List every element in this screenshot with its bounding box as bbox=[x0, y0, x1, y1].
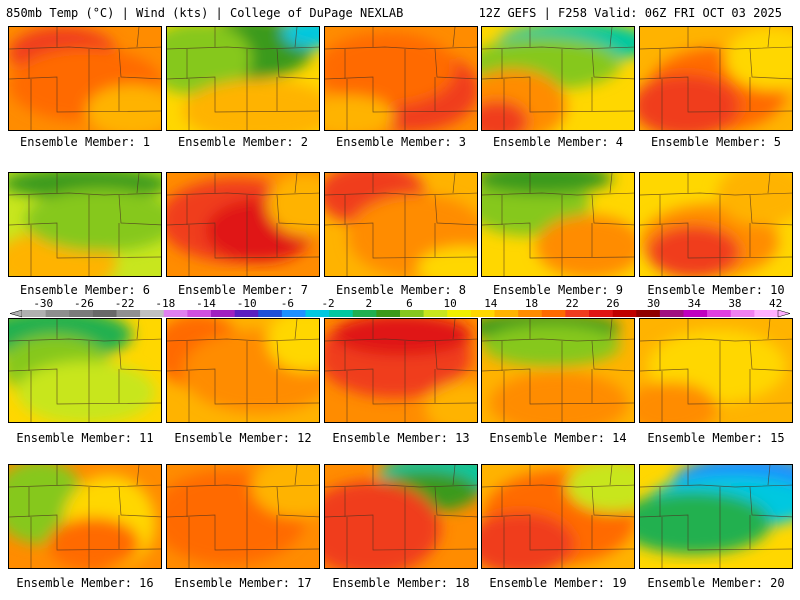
colorbar-segment bbox=[258, 310, 283, 317]
ensemble-member-map bbox=[481, 172, 635, 277]
colorbar-tick-label: 6 bbox=[406, 298, 413, 310]
ensemble-member-map bbox=[481, 318, 635, 423]
colorbar-tick-label: -30 bbox=[33, 298, 53, 310]
colorbar-segment bbox=[470, 310, 495, 317]
ensemble-member-label: Ensemble Member: 19 bbox=[489, 576, 627, 590]
colorbar-segment bbox=[612, 310, 637, 317]
colorbar-segment bbox=[187, 310, 212, 317]
colorbar-segment bbox=[22, 310, 46, 317]
ensemble-member-label: Ensemble Member: 2 bbox=[177, 135, 309, 149]
colorbar-tick-label: 18 bbox=[525, 298, 538, 310]
ensemble-member-map bbox=[166, 318, 320, 423]
ensemble-member-label: Ensemble Member: 17 bbox=[174, 576, 312, 590]
colorbar-tick-label: -14 bbox=[196, 298, 216, 310]
colorbar-tick-label: -18 bbox=[155, 298, 175, 310]
colorbar-tick-label: 42 bbox=[769, 298, 782, 310]
ensemble-member-label: Ensemble Member: 3 bbox=[335, 135, 467, 149]
ensemble-member-label: Ensemble Member: 18 bbox=[332, 576, 470, 590]
ensemble-member-map bbox=[639, 172, 793, 277]
colorbar-tick-label: 22 bbox=[566, 298, 579, 310]
ensemble-member-map bbox=[324, 464, 478, 569]
colorbar-tick-label: 14 bbox=[484, 298, 498, 310]
map-title: 850mb Temp (°C) | Wind (kts) | College o… bbox=[6, 6, 404, 20]
colorbar-segment bbox=[589, 310, 613, 317]
ensemble-member-map bbox=[166, 464, 320, 569]
ensemble-member-label: Ensemble Member: 7 bbox=[177, 283, 309, 297]
colorbar-segment bbox=[234, 310, 259, 317]
colorbar-segment bbox=[518, 310, 543, 317]
colorbar-segment bbox=[494, 310, 519, 317]
ensemble-member-map bbox=[324, 26, 478, 131]
ensemble-member-label: Ensemble Member: 8 bbox=[335, 283, 467, 297]
colorbar-segment bbox=[92, 310, 117, 317]
colorbar-segment bbox=[352, 310, 377, 317]
colorbar-tick-label: 38 bbox=[728, 298, 741, 310]
ensemble-member-label: Ensemble Member: 14 bbox=[489, 431, 627, 445]
colorbar-segment bbox=[447, 310, 472, 317]
ensemble-member-map bbox=[639, 318, 793, 423]
colorbar-segment bbox=[376, 310, 401, 317]
colorbar-segment bbox=[636, 310, 661, 317]
ensemble-member-label: Ensemble Member: 12 bbox=[174, 431, 312, 445]
ensemble-member-map bbox=[8, 318, 162, 423]
colorbar-left-arrow bbox=[9, 309, 23, 318]
colorbar-tick-label: -2 bbox=[321, 298, 334, 310]
ensemble-member-map bbox=[166, 26, 320, 131]
colorbar-segment bbox=[541, 310, 566, 317]
ensemble-member-label: Ensemble Member: 5 bbox=[650, 135, 782, 149]
ensemble-member-label: Ensemble Member: 4 bbox=[492, 135, 624, 149]
colorbar-segment bbox=[163, 310, 188, 317]
colorbar-segment bbox=[400, 310, 424, 317]
ensemble-member-label: Ensemble Member: 16 bbox=[16, 576, 154, 590]
ensemble-member-label: Ensemble Member: 1 bbox=[19, 135, 151, 149]
colorbar-tick-label: -10 bbox=[237, 298, 257, 310]
colorbar-segment bbox=[116, 310, 141, 317]
colorbar-tick-label: -6 bbox=[281, 298, 294, 310]
colorbar-segment bbox=[754, 310, 779, 317]
colorbar-tick-label: 10 bbox=[444, 298, 457, 310]
ensemble-member-map bbox=[481, 26, 635, 131]
colorbar-segment bbox=[69, 310, 94, 317]
ensemble-member-map bbox=[481, 464, 635, 569]
temperature-colorbar: -30 -26 -22 -18 -14 -10 -6 -2 2 6 10 14 18 22 26 30 34 38… bbox=[9, 298, 791, 318]
colorbar-tick-label: -26 bbox=[74, 298, 94, 310]
colorbar-segment bbox=[565, 310, 590, 317]
ensemble-member-map bbox=[639, 26, 793, 131]
colorbar-segment bbox=[659, 310, 684, 317]
ensemble-member-map bbox=[8, 26, 162, 131]
ensemble-member-label: Ensemble Member: 10 bbox=[647, 283, 785, 297]
colorbar-segment bbox=[329, 310, 354, 317]
colorbar-segment bbox=[305, 310, 330, 317]
ensemble-member-label: Ensemble Member: 20 bbox=[647, 576, 785, 590]
colorbar-segment bbox=[140, 310, 165, 317]
ensemble-member-label: Ensemble Member: 6 bbox=[19, 283, 151, 297]
ensemble-member-map bbox=[324, 318, 478, 423]
colorbar-tick-label: 34 bbox=[688, 298, 702, 310]
ensemble-member-label: Ensemble Member: 13 bbox=[332, 431, 470, 445]
colorbar-tick-label: 26 bbox=[606, 298, 619, 310]
colorbar-tick-label: 30 bbox=[647, 298, 660, 310]
ensemble-member-map bbox=[8, 172, 162, 277]
colorbar-tick-label: 2 bbox=[365, 298, 372, 310]
colorbar-segment bbox=[45, 310, 70, 317]
colorbar-tick-label: -22 bbox=[115, 298, 135, 310]
colorbar-segment bbox=[281, 310, 306, 317]
colorbar-segment bbox=[211, 310, 235, 317]
ensemble-member-label: Ensemble Member: 11 bbox=[16, 431, 154, 445]
ensemble-member-label: Ensemble Member: 9 bbox=[492, 283, 624, 297]
colorbar-segment bbox=[683, 310, 708, 317]
ensemble-member-label: Ensemble Member: 15 bbox=[647, 431, 785, 445]
ensemble-member-map bbox=[8, 464, 162, 569]
colorbar-right-arrow bbox=[777, 309, 791, 318]
colorbar-segment bbox=[730, 310, 755, 317]
model-run-info: 12Z GEFS | F258 Valid: 06Z FRI OCT 03 20… bbox=[478, 6, 782, 20]
ensemble-member-map bbox=[324, 172, 478, 277]
ensemble-member-map bbox=[166, 172, 320, 277]
colorbar-segment bbox=[707, 310, 732, 317]
colorbar-segment bbox=[423, 310, 448, 317]
ensemble-member-map bbox=[639, 464, 793, 569]
